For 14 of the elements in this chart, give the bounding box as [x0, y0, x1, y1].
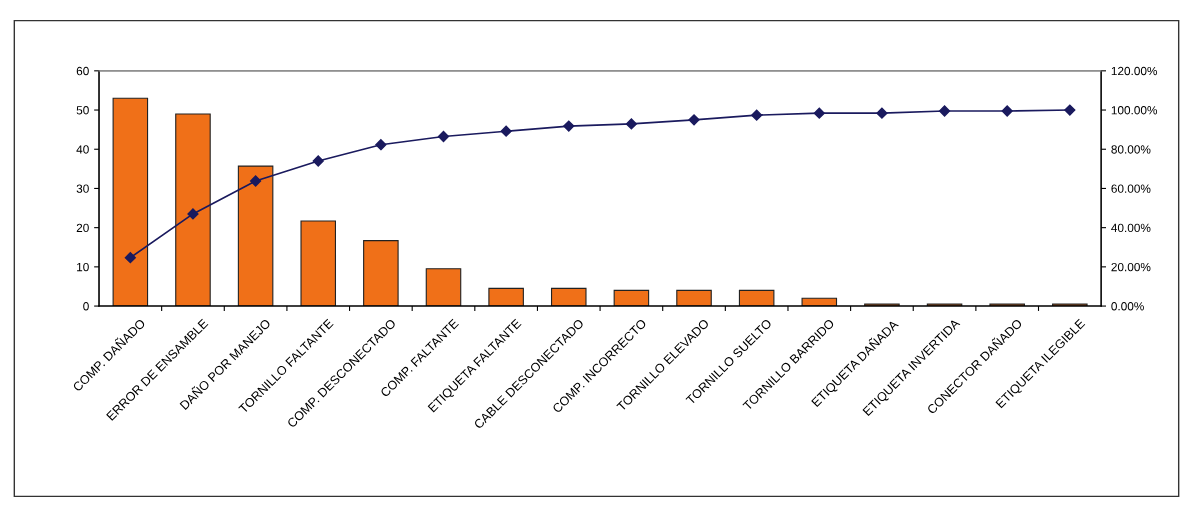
y2-tick-label: 20.00% [1111, 262, 1151, 272]
y2-tick-label: 40.00% [1111, 223, 1151, 233]
y-tick-label: 30 [76, 184, 89, 193]
y-tick-label: 10 [77, 262, 89, 272]
y-tick-label: 0 [83, 302, 89, 311]
y-tick-label: 20 [76, 223, 89, 233]
y2-tick-label: 100.00% [1111, 106, 1158, 115]
y2-tick-label: 120.00% [1111, 66, 1158, 76]
y-tick-label: 60 [76, 66, 89, 76]
y2-tick-label: 80.00% [1111, 145, 1151, 154]
y-tick-label: 50 [76, 106, 89, 115]
y-tick-label: 40 [76, 145, 89, 154]
y2-tick-label: 60.00% [1111, 184, 1151, 193]
y2-tick-label: 0.00% [1111, 302, 1144, 311]
